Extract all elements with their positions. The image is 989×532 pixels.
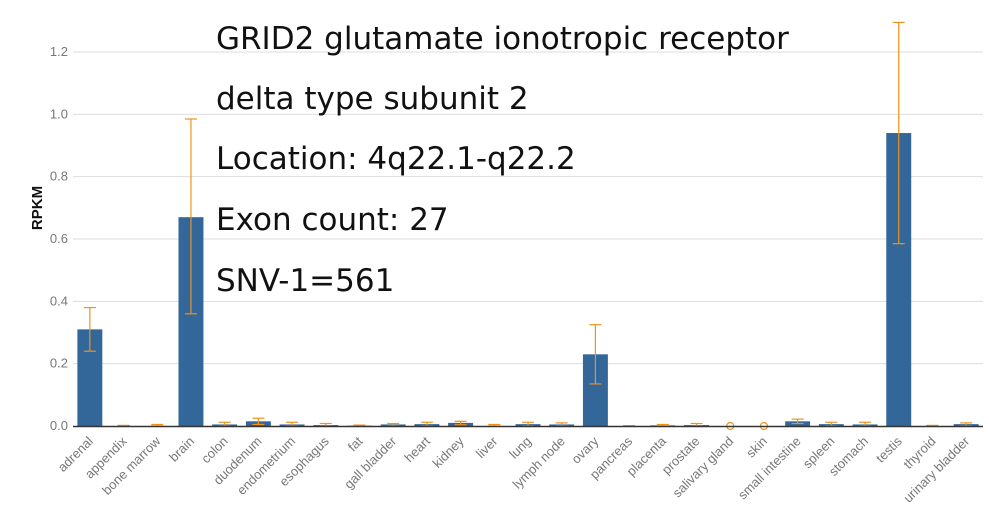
x-tick-label: kidney [430,433,468,471]
snv-count: SNV-1=561 [216,263,395,299]
gene-name-line1: GRID2 glutamate ionotropic receptor [216,21,789,57]
y-tick-label: 1.2 [50,44,68,59]
x-tick-label: fat [345,433,366,454]
y-tick-label: 0.4 [50,293,68,308]
exon-count: Exon count: 27 [216,202,449,238]
gridlines [73,51,983,365]
x-tick-label: lung [506,434,534,462]
y-tick-labels: 0.0 0.2 0.4 0.6 0.8 1.0 1.2 [50,44,68,433]
x-tick-label: liver [473,433,501,461]
x-tick-label: brain [166,434,197,465]
y-axis-title: RPKM [29,186,46,230]
y-tick-label: 0.2 [50,356,68,371]
y-tick-label: 0.0 [50,418,68,433]
y-tick-label: 1.0 [50,106,68,121]
gene-name-line2: delta type subunit 2 [216,81,529,117]
y-tick-label: 0.6 [50,231,68,246]
x-tick-label: skin [743,434,770,461]
y-tick-label: 0.8 [50,169,68,184]
gene-location: Location: 4q22.1-q22.2 [216,141,576,177]
